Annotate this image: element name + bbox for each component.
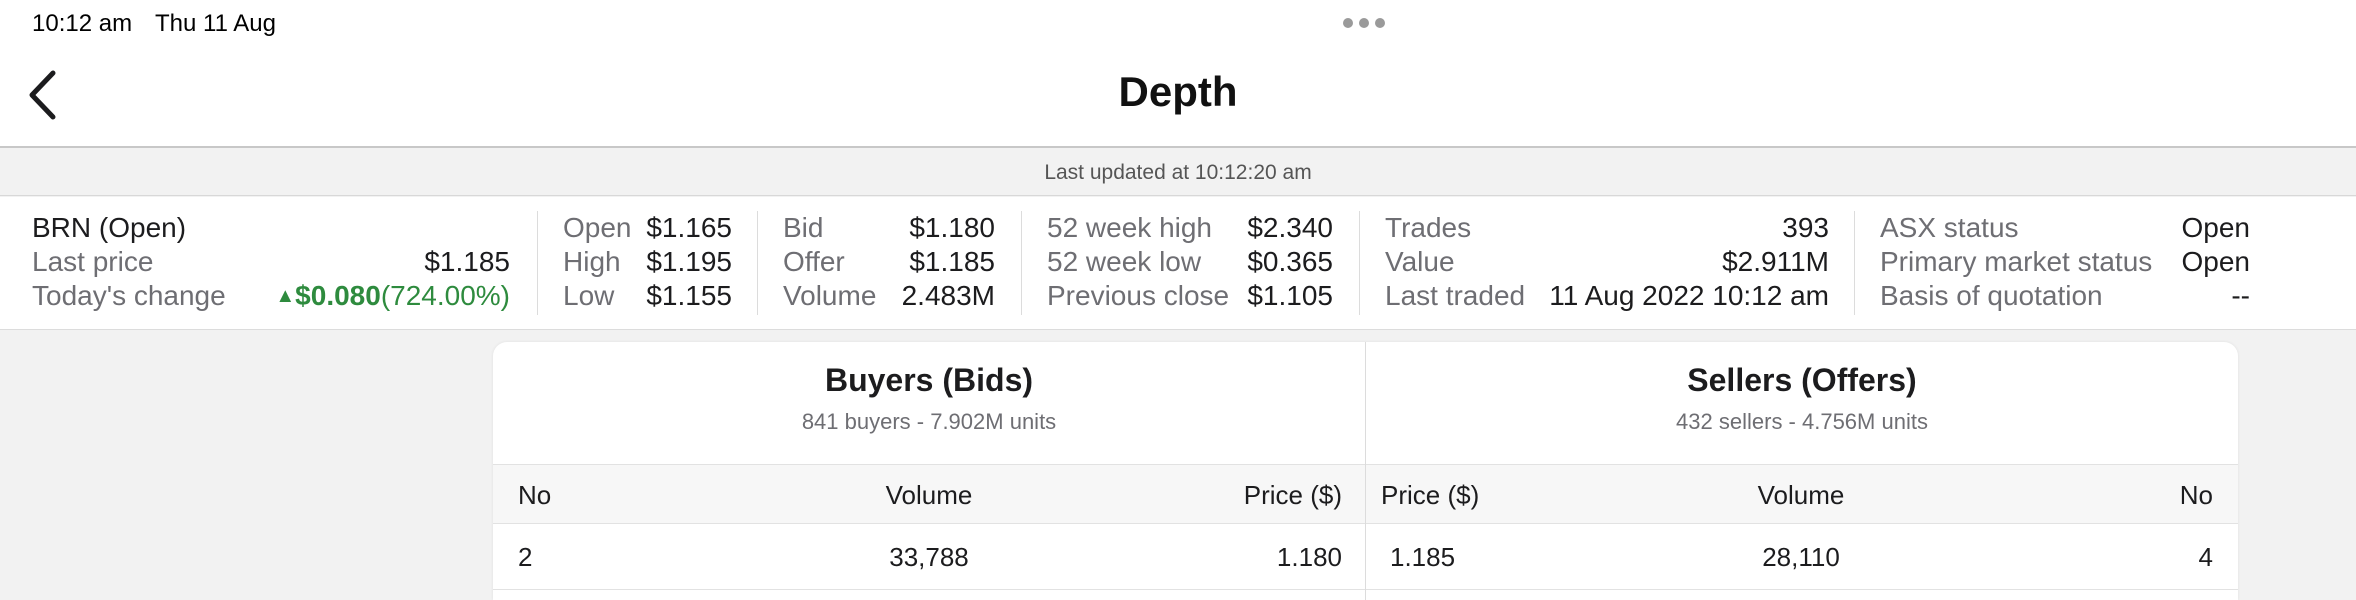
asx-status-value: Open [2181,212,2251,243]
status-date: Thu 11 Aug [155,10,276,37]
col-header-buy-no[interactable]: No [518,480,552,510]
change-label: Today's change [32,280,226,311]
buy-no-cell: 2 [518,542,533,572]
trades-label: Trades [1385,212,1472,243]
sell-price-cell: 1.185 [1390,542,1456,572]
week52-low-value: $0.365 [1247,246,1333,277]
buy-price-cell: 1.180 [1276,542,1342,572]
col-header-buy-price[interactable]: Price ($) [1243,480,1342,510]
last-traded-value: 11 Aug 2022 10:12 am [1549,280,1829,311]
chevron-left-icon [29,70,56,120]
sell-volume-cell: 28,110 [1762,542,1840,572]
col-header-sell-volume[interactable]: Volume [1757,480,1845,510]
previous-close-label: Previous close [1047,280,1230,311]
high-value: $1.195 [646,246,732,277]
ellipsis-icon[interactable] [1343,18,1385,28]
navigation-bar: 10:12 am Thu 11 Aug Depth [0,0,2356,148]
quote-col-52week: 52 week high $2.340 52 week low $0.365 Pre… [1021,211,1333,315]
offer-value: $1.185 [909,246,995,277]
quote-col-ohl: Open $1.165 High $1.195 Low $1.155 [537,211,732,315]
offer-label: Offer [783,246,845,277]
sell-no-cell: 4 [2198,542,2213,572]
bid-label: Bid [783,212,824,243]
asx-status-label: ASX status [1880,212,2019,243]
primary-market-status-value: Open [2181,246,2251,277]
col-header-buy-volume[interactable]: Volume [885,480,973,510]
quote-col-bid-offer: Bid $1.180 Offer $1.185 Volume 2.483M [757,211,995,315]
week52-low-label: 52 week low [1047,246,1202,277]
trades-value: 393 [1782,212,1829,243]
column-divider [1365,342,1366,600]
last-price-label: Last price [32,246,154,277]
quote-col-market-status: ASX status Open Primary market status Open… [1854,211,2250,315]
last-price-value: $1.185 [424,246,510,277]
primary-market-status-label: Primary market status [1880,246,2153,277]
quote-col-price: BRN (Open) Last price $1.185 Today's chan… [32,211,510,315]
security-symbol: BRN (Open) [32,212,187,243]
change-percent: (724.00%) [380,280,510,311]
change-amount: $0.080 [295,280,381,311]
buyers-title: Buyers (Bids) [824,362,1034,398]
page-title: Depth [1118,68,1238,115]
sellers-subtitle: 432 sellers - 4.756M units [1676,409,1928,434]
quote-col-trades: Trades 393 Value $2.911M Last traded 11 Aug… [1359,211,1829,315]
up-triangle-icon: ▲ [275,285,296,307]
volume-value: 2.483M [901,280,995,311]
value-value: $2.911M [1722,246,1829,277]
bid-value: $1.180 [909,212,995,243]
col-header-sell-price[interactable]: Price ($) [1381,480,1480,510]
last-traded-label: Last traded [1385,280,1526,311]
status-time: 10:12 am [32,10,133,37]
value-label: Value [1385,246,1455,277]
basis-of-quotation-label: Basis of quotation [1880,280,2103,311]
low-label: Low [563,280,615,311]
volume-label: Volume [783,280,877,311]
last-updated-text: Last updated at 10:12:20 am [0,150,2356,196]
basis-of-quotation-value: -- [2231,280,2250,311]
previous-close-value: $1.105 [1247,280,1333,311]
change-value: ▲$0.080(724.00%) [275,279,510,313]
open-label: Open [563,212,632,243]
buyers-header: Buyers (Bids) 841 buyers - 7.902M units [493,342,1365,464]
open-value: $1.165 [646,212,732,243]
buyers-subtitle: 841 buyers - 7.902M units [801,409,1057,434]
week52-high-label: 52 week high [1047,212,1213,243]
quote-summary: BRN (Open) Last price $1.185 Today's chan… [0,197,2356,330]
col-header-sell-no[interactable]: No [2179,480,2213,510]
sellers-header: Sellers (Offers) 432 sellers - 4.756M un… [1366,342,2238,464]
buy-volume-cell: 33,788 [889,542,969,572]
week52-high-value: $2.340 [1247,212,1333,243]
back-button[interactable] [18,64,66,126]
high-label: High [563,246,621,277]
low-value: $1.155 [646,280,732,311]
sellers-title: Sellers (Offers) [1687,362,1917,398]
market-depth-table: Buyers (Bids) 841 buyers - 7.902M units … [493,342,2238,600]
